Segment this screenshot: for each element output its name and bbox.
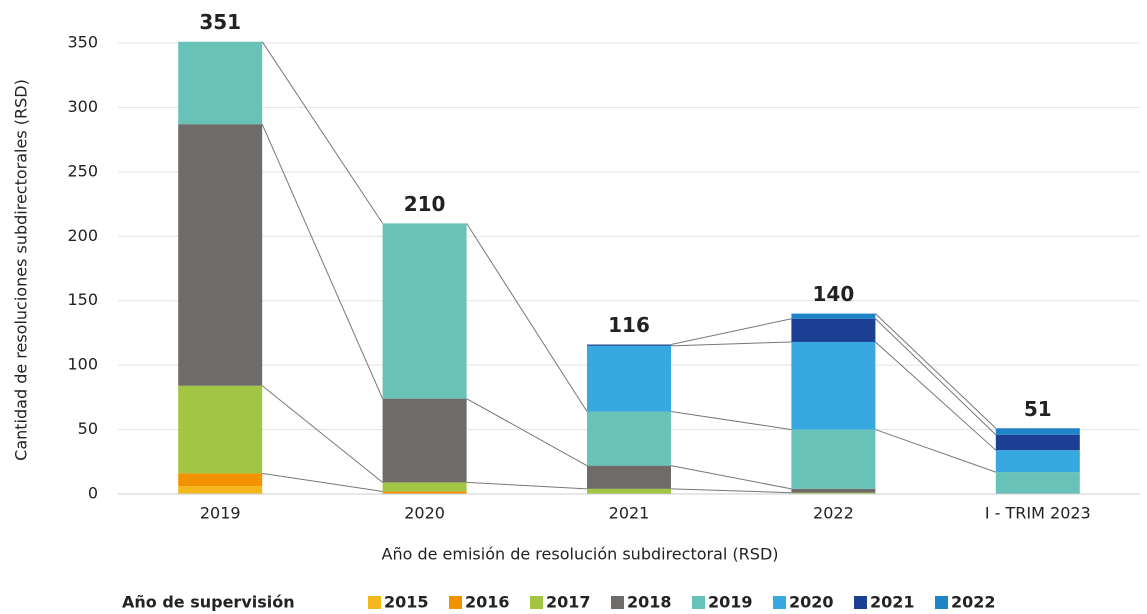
connector-line — [670, 341, 792, 347]
bar-segment — [995, 434, 1080, 451]
connector-line — [670, 318, 792, 346]
bar-segment — [791, 341, 876, 430]
legend-swatch — [773, 596, 786, 609]
bar-segment — [791, 313, 876, 319]
connector-line — [875, 341, 997, 451]
legend-label: 2018 — [627, 593, 672, 612]
bar-segment — [791, 429, 876, 489]
connector-line — [261, 41, 384, 224]
bar-segment — [587, 344, 671, 346]
x-tick-label: 2019 — [200, 504, 241, 523]
bar-segment — [791, 488, 876, 493]
bar-segment — [178, 473, 263, 487]
connector-line — [466, 223, 588, 412]
legend-label: 2017 — [546, 593, 591, 612]
legend-swatch — [611, 596, 624, 609]
y-tick-label: 300 — [67, 97, 98, 116]
y-tick-label: 250 — [67, 161, 98, 180]
connector-line — [670, 488, 792, 494]
connector-line — [875, 429, 996, 473]
connector-line — [261, 123, 384, 399]
legend-label: 2021 — [870, 593, 915, 612]
total-label: 116 — [608, 313, 650, 337]
y-tick-label: 350 — [67, 33, 98, 52]
legend-swatch — [449, 596, 462, 609]
y-tick-label: 150 — [67, 290, 98, 309]
total-label: 210 — [404, 192, 446, 216]
x-tick-label: I - TRIM 2023 — [985, 504, 1091, 523]
connector-line — [670, 465, 792, 490]
y-axis-label: Cantidad de resoluciones subdirectorales… — [12, 79, 31, 461]
legend-label: 2015 — [384, 593, 429, 612]
bar-segment — [178, 385, 263, 474]
bar-segment — [587, 411, 671, 466]
x-tick-label: 2021 — [609, 504, 650, 523]
legend-label: 2019 — [708, 593, 753, 612]
bar-segment — [995, 450, 1080, 473]
legend-swatch — [692, 596, 705, 609]
bar-segment — [587, 465, 671, 489]
legend-title: Año de supervisión — [122, 593, 295, 612]
connector-line — [670, 411, 792, 431]
connector-line — [875, 318, 997, 436]
legend-label: 2022 — [951, 593, 996, 612]
bar-segment — [382, 491, 467, 494]
x-axis-label: Año de emisión de resolución subdirector… — [382, 545, 779, 564]
bar-segment — [382, 482, 467, 492]
connector-line — [262, 472, 383, 492]
bar-segment — [587, 345, 671, 412]
bar-segment — [178, 486, 263, 494]
bar-segment — [791, 492, 876, 494]
legend-swatch — [854, 596, 867, 609]
total-label: 140 — [813, 282, 855, 306]
y-tick-label: 100 — [67, 355, 98, 374]
bar-segment — [178, 41, 263, 125]
connector-line — [466, 481, 588, 490]
bar-segment — [791, 318, 876, 342]
legend-swatch — [368, 596, 381, 609]
bar-segment — [382, 398, 467, 483]
bar-segment — [178, 124, 263, 386]
y-tick-label: 0 — [88, 484, 98, 503]
total-label: 351 — [199, 10, 241, 34]
total-label: 51 — [1024, 397, 1052, 421]
y-tick-label: 200 — [67, 226, 98, 245]
y-tick-label: 50 — [78, 419, 98, 438]
legend-swatch — [530, 596, 543, 609]
connector-line — [875, 313, 997, 429]
connector-line — [466, 398, 588, 467]
legend-label: 2016 — [465, 593, 510, 612]
bar-segment — [382, 223, 467, 399]
x-tick-label: 2022 — [813, 504, 854, 523]
bar-segment — [995, 428, 1080, 435]
x-tick-label: 2020 — [404, 504, 445, 523]
bar-segment — [587, 488, 671, 494]
legend-swatch — [935, 596, 948, 609]
bar-segment — [995, 472, 1080, 494]
connector-line — [261, 385, 383, 483]
legend-label: 2020 — [789, 593, 834, 612]
